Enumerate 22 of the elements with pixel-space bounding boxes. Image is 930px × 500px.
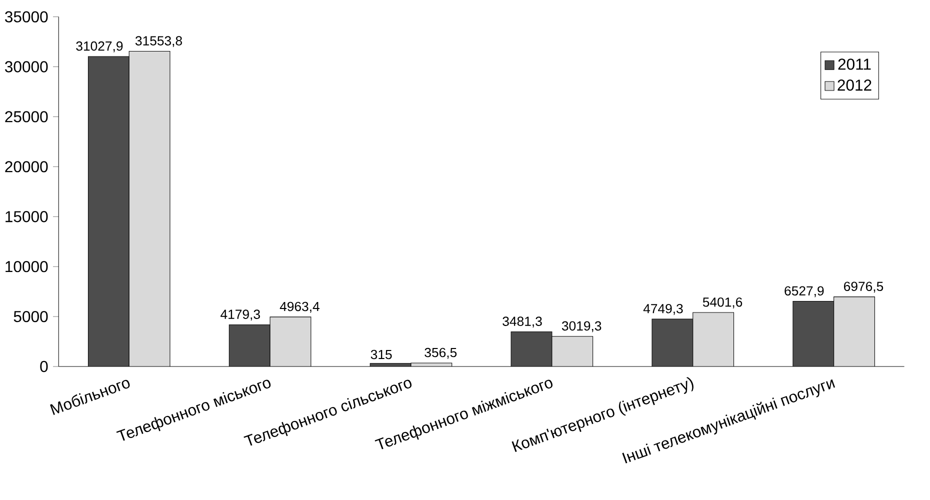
- legend-label: 2012: [838, 80, 872, 91]
- data-label: 4179,3: [220, 310, 260, 321]
- data-label: 31553,8: [135, 36, 182, 48]
- data-label: 3019,3: [562, 321, 602, 332]
- data-label: 315: [370, 350, 392, 360]
- y-tick-label: 35000: [4, 11, 48, 22]
- y-tick-label: 5000: [14, 311, 48, 322]
- y-tick-label: 20000: [5, 161, 48, 172]
- data-label: 4963,4: [280, 302, 320, 313]
- y-tick-label: 15000: [6, 211, 48, 222]
- y-tick-label: 0: [40, 360, 48, 372]
- y-tick-label: 25000: [5, 111, 48, 122]
- data-label: 31027,9: [76, 41, 123, 52]
- data-label: 6527,9: [784, 286, 824, 298]
- data-label: 356,5: [424, 348, 457, 359]
- data-label: 5401,6: [702, 298, 742, 308]
- legend-label: 2011: [838, 58, 871, 70]
- y-tick-label: 30000: [4, 61, 48, 72]
- data-label: 6976,5: [844, 282, 884, 293]
- data-label: 4749,3: [643, 304, 683, 315]
- data-label: 3481,3: [502, 316, 542, 328]
- y-tick-label: 10000: [6, 261, 48, 272]
